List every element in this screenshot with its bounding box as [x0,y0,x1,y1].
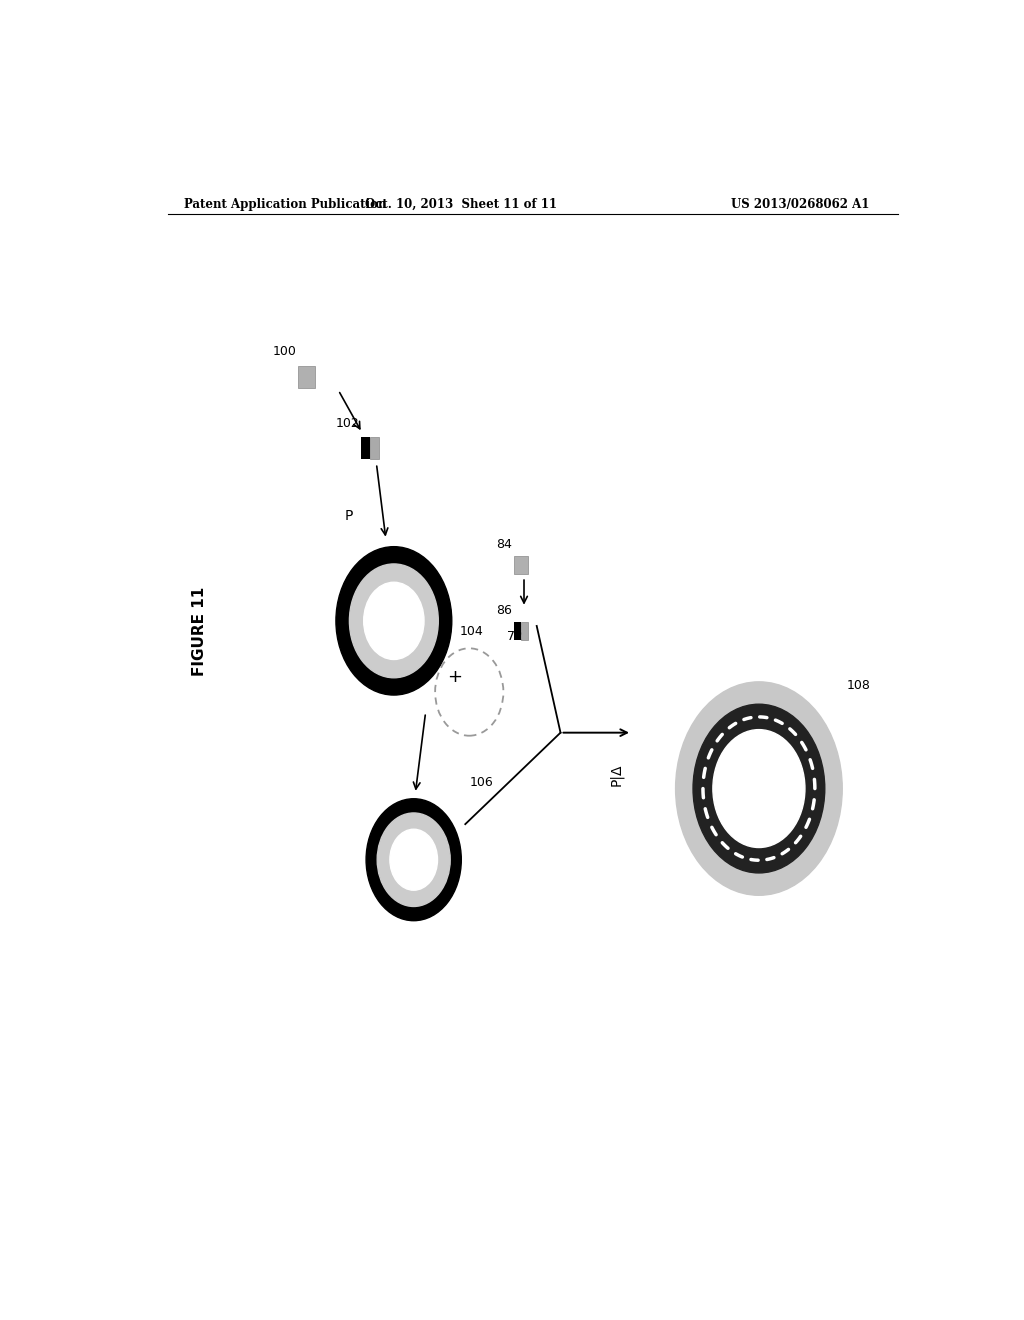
Text: Oct. 10, 2013  Sheet 11 of 11: Oct. 10, 2013 Sheet 11 of 11 [366,198,557,211]
Text: +: + [447,668,463,686]
Circle shape [349,564,438,677]
Text: 100: 100 [272,346,296,359]
Text: 106: 106 [469,776,493,788]
Circle shape [336,546,452,696]
Text: P|Δ: P|Δ [609,763,624,785]
Bar [514,556,528,574]
Text: 108: 108 [846,678,870,692]
Text: US 2013/0268062 A1: US 2013/0268062 A1 [731,198,869,211]
Text: 72: 72 [507,630,523,643]
Circle shape [364,582,424,660]
Circle shape [367,799,461,921]
Bar [361,437,370,459]
Circle shape [390,829,437,890]
Text: Patent Application Publication: Patent Application Publication [183,198,386,211]
Circle shape [377,813,451,907]
Bar [370,437,379,459]
Text: 86: 86 [497,605,512,616]
Circle shape [713,730,805,847]
Text: P: P [344,510,353,523]
Text: 84: 84 [497,539,512,550]
Text: 102: 102 [336,417,359,429]
Bar [521,622,528,640]
Bar [298,366,315,388]
Text: FIGURE 11: FIGURE 11 [191,586,207,676]
Text: 104: 104 [460,624,483,638]
Circle shape [676,682,842,895]
Bar [514,622,521,640]
Circle shape [693,704,824,873]
